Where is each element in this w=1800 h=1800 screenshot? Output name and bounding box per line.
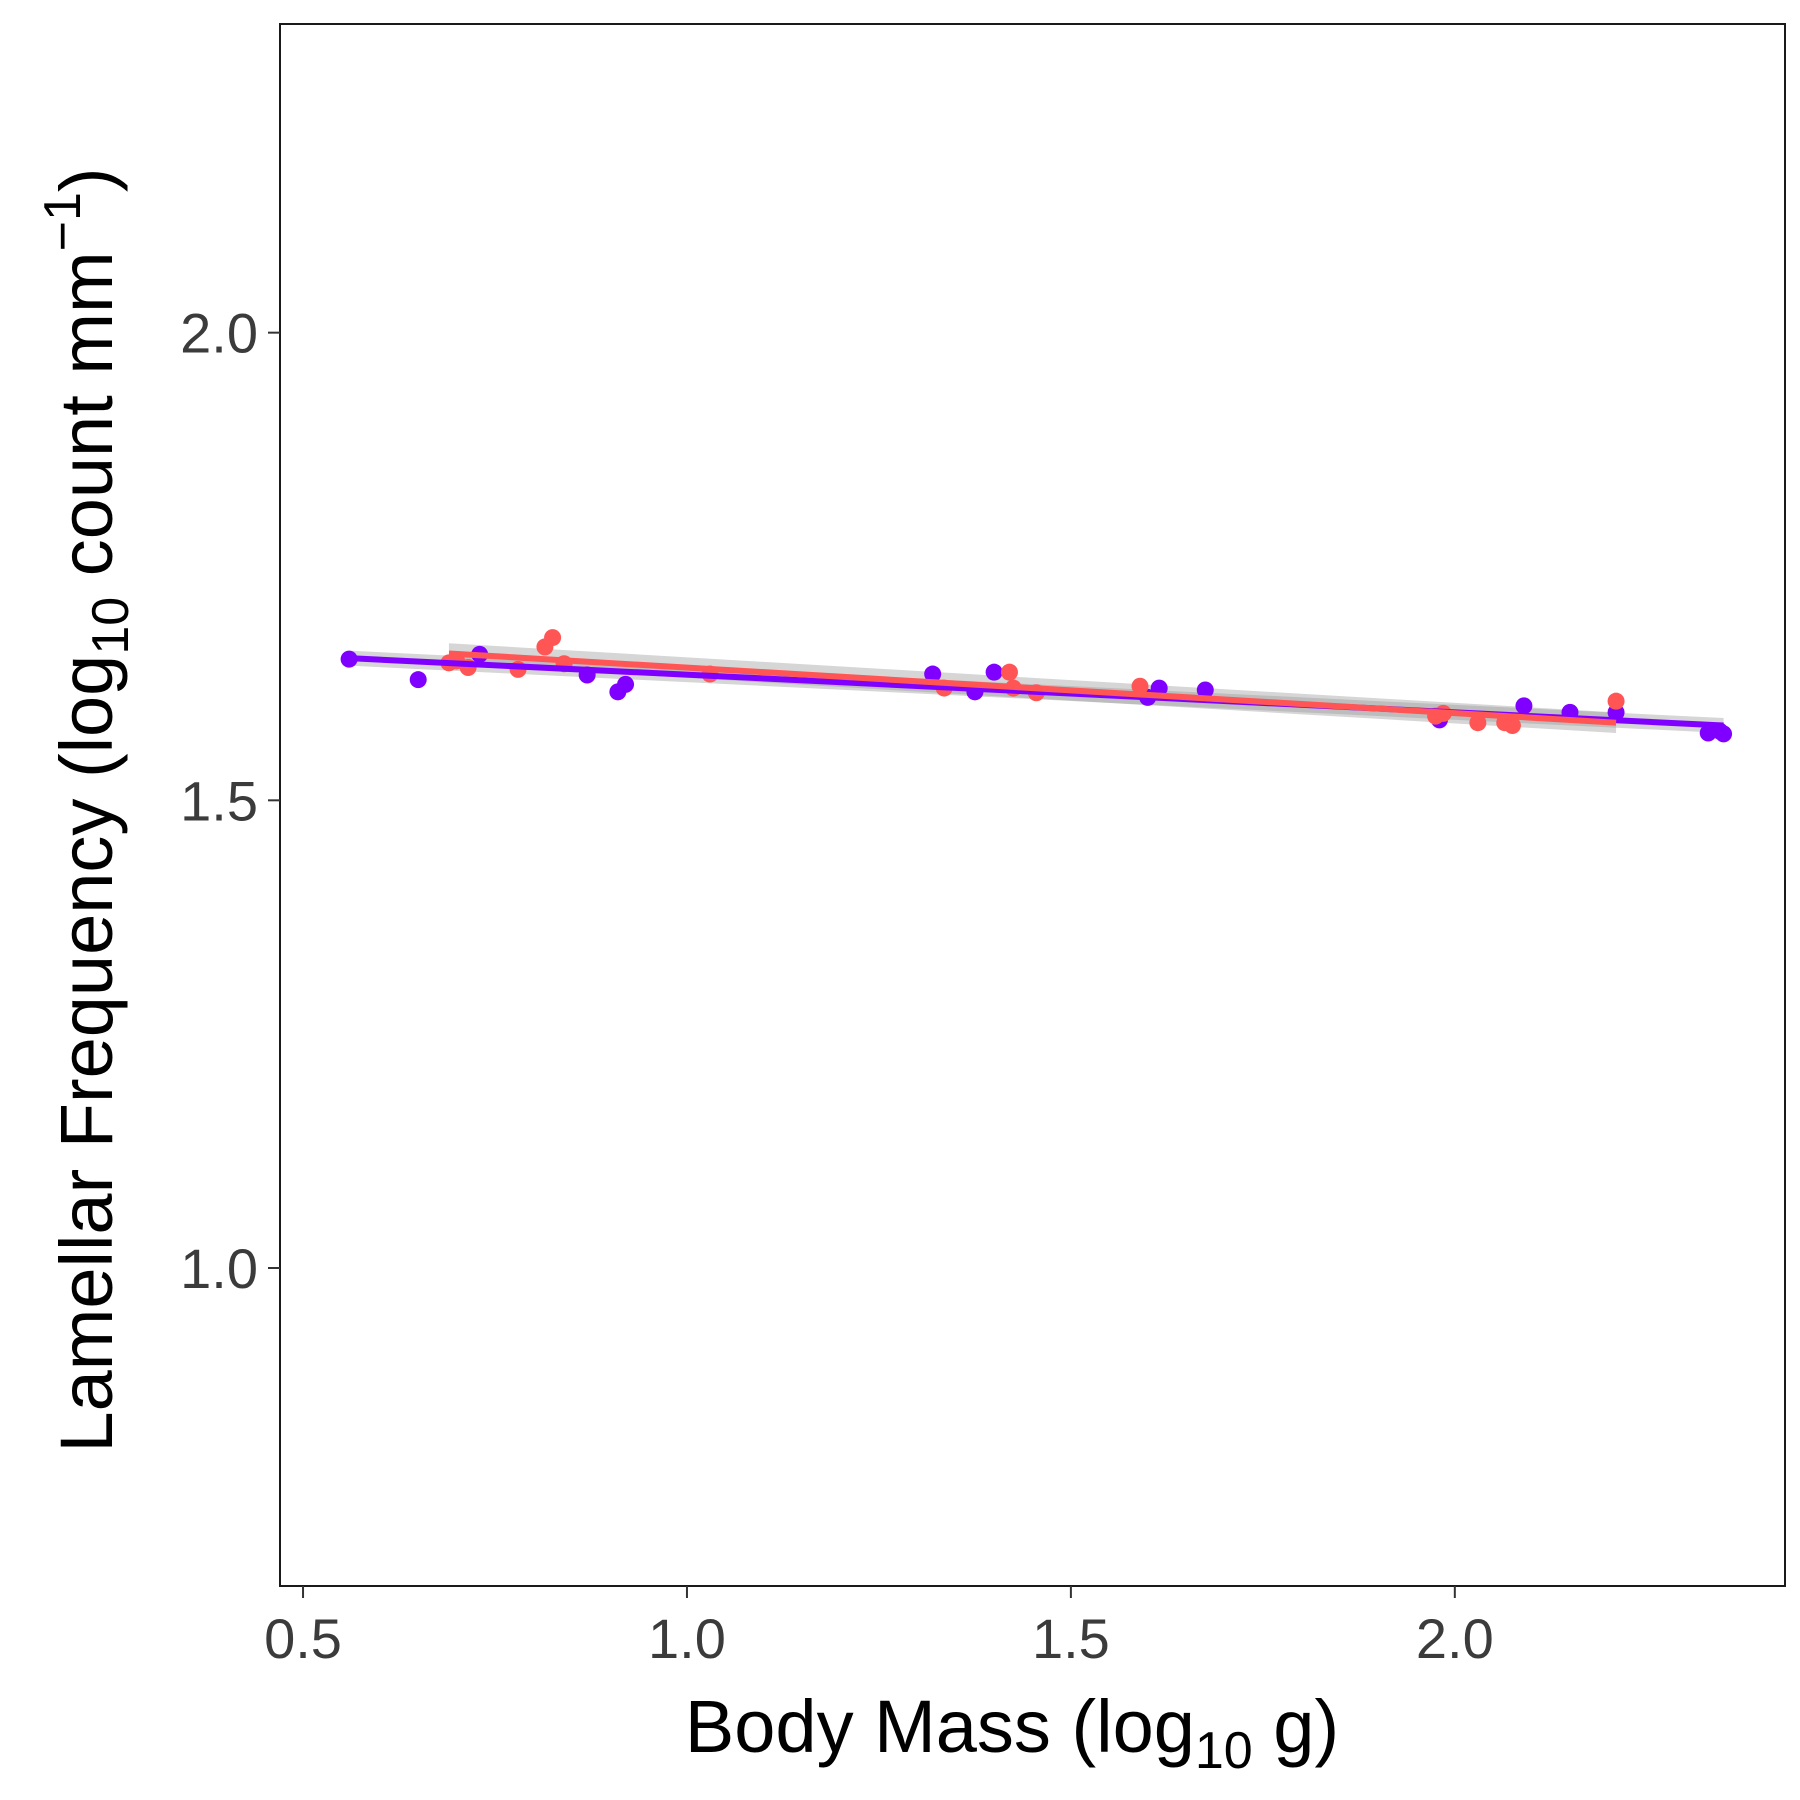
- data-point-2-16: [1469, 714, 1487, 732]
- data-point-2-19: [1607, 692, 1625, 710]
- y-axis-title: Lamellar Frequency (log10 count mm−1): [34, 167, 140, 1452]
- data-point-1-9: [985, 663, 1003, 681]
- data-point-1-11: [1150, 679, 1168, 697]
- y-axis-title-units: count mm: [45, 251, 128, 596]
- x-axis: 0.5 1.0 1.5 2.0: [264, 1586, 1494, 1670]
- data-point-2-6: [544, 629, 562, 647]
- data-point-2-18: [1503, 716, 1521, 734]
- data-point-1-14: [1515, 697, 1533, 715]
- x-tick-label-3: 1.5: [1032, 1607, 1110, 1670]
- y-axis-title-end: ): [45, 167, 128, 192]
- x-tick-label-4: 2.0: [1416, 1607, 1494, 1670]
- data-point-2-13: [1131, 677, 1149, 695]
- y-tick-label-2: 1.5: [180, 769, 258, 832]
- x-axis-title-main: Body Mass (log: [685, 1685, 1195, 1768]
- data-point-1-2: [409, 671, 427, 689]
- x-axis-title-subscript: 10: [1195, 1722, 1253, 1780]
- data-point-1-6: [617, 675, 635, 693]
- data-point-1-7: [924, 665, 942, 683]
- y-axis-title-subscript: 10: [82, 597, 140, 655]
- y-tick-label-1: 1.0: [180, 1237, 258, 1300]
- fit-lines: [348, 650, 1724, 729]
- y-axis-title-main: Lamellar Frequency (log: [45, 655, 128, 1453]
- x-axis-title: Body Mass (log10 g): [685, 1685, 1339, 1780]
- x-axis-title-end: g): [1253, 1685, 1339, 1768]
- data-point-2-10: [1000, 663, 1018, 681]
- plot-panel-border: [279, 23, 1786, 1587]
- fit-line-2: [448, 650, 1617, 726]
- y-axis-title-superscript: −1: [34, 192, 92, 251]
- data-point-1-12: [1196, 681, 1214, 699]
- x-tick-label-1: 0.5: [264, 1607, 342, 1670]
- y-tick-label-3: 2.0: [180, 302, 258, 365]
- x-tick-label-2: 1.0: [648, 1607, 726, 1670]
- y-axis: 1.0 1.5 2.0: [180, 302, 280, 1300]
- data-point-1-19: [1715, 725, 1733, 743]
